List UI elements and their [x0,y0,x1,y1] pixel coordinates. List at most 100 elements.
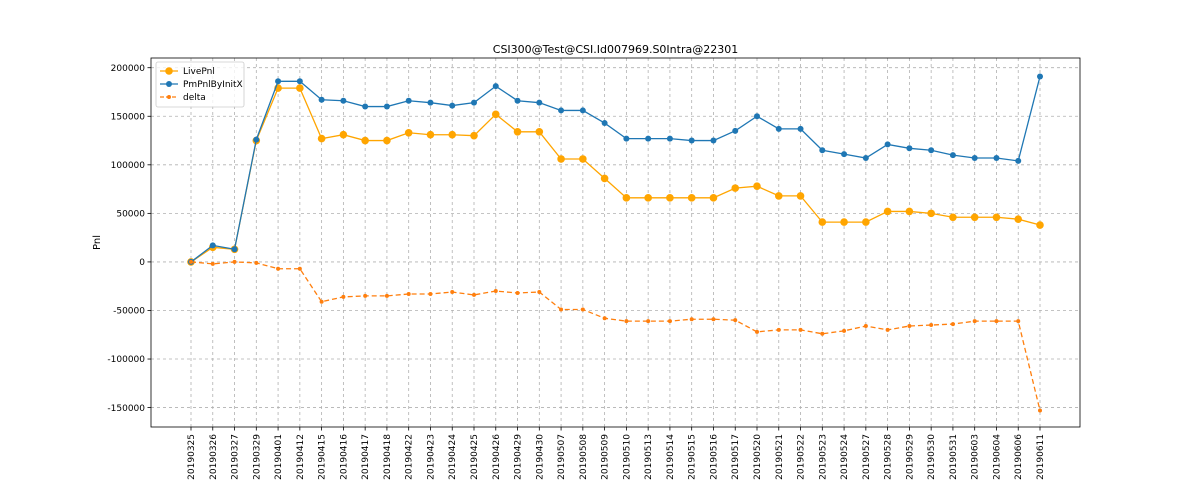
x-tick-label: 20190424 [448,434,458,480]
data-point-PmPnlByInitX [841,151,848,158]
data-point-LivePnl [491,110,500,119]
legend-marker [165,67,173,75]
data-point-delta [210,261,215,266]
data-point-PmPnlByInitX [884,141,891,148]
data-point-LivePnl [622,194,631,202]
data-point-delta [798,327,803,332]
x-tick-label: 20190529 [905,434,915,480]
data-point-LivePnl [317,134,326,143]
legend: LivePnl PmPnlByInitX delta [155,61,245,108]
data-point-LivePnl [513,128,522,136]
data-point-delta [406,291,411,296]
legend-marker [167,95,171,99]
data-point-delta [537,290,542,295]
data-point-LivePnl [796,192,805,200]
x-tick-label: 20190326 [209,434,219,480]
grid [151,58,1080,427]
data-point-PmPnlByInitX [579,107,586,114]
x-tick-label: 20190426 [492,434,502,480]
data-point-delta [820,331,825,336]
x-tick-label: 20190401 [274,434,284,480]
legend-marker [166,81,172,87]
data-point-LivePnl [1036,221,1044,229]
x-tick-label: 20190528 [884,434,894,480]
chart-title: CSI300@Test@CSI.Id007969.S0Intra@22301 [493,43,738,56]
data-point-PmPnlByInitX [949,152,956,159]
data-point-PmPnlByInitX [601,120,608,127]
data-point-PmPnlByInitX [492,83,499,90]
data-point-LivePnl [731,184,740,192]
data-point-PmPnlByInitX [862,155,869,162]
x-tick-label: 20190425 [470,434,480,480]
x-tick-label: 20190509 [601,434,611,480]
x-tick-label: 20190507 [557,434,567,480]
series-layer [187,73,1044,413]
data-point-PmPnlByInitX [209,242,216,249]
data-point-delta [276,266,281,271]
data-point-delta [711,317,716,322]
data-point-delta [602,316,607,321]
data-point-PmPnlByInitX [754,113,760,120]
data-point-delta [341,294,346,299]
x-tick-label: 20190520 [753,434,763,480]
data-point-PmPnlByInitX [688,137,695,144]
data-point-delta [232,259,237,264]
x-tick-label: 20190524 [840,434,850,480]
legend-label: PmPnlByInitX [183,80,243,90]
x-tick-label: 20190415 [318,434,328,480]
data-point-PmPnlByInitX [993,155,1000,162]
data-point-LivePnl [448,130,457,139]
data-point-delta [907,324,912,329]
x-tick-label: 20190530 [927,434,937,480]
data-point-LivePnl [774,192,783,200]
legend-items: LivePnl PmPnlByInitX delta [160,67,243,103]
data-point-PmPnlByInitX [666,135,673,142]
data-point-LivePnl [296,84,304,92]
data-point-LivePnl [1014,215,1023,223]
data-point-delta [1038,408,1042,413]
data-point-PmPnlByInitX [231,246,238,253]
x-tick-label: 20190516 [709,434,719,480]
x-tick-label: 20190412 [296,434,306,480]
plot-frame [150,57,1081,428]
data-point-PmPnlByInitX [318,96,325,103]
data-point-delta [384,293,389,298]
data-point-LivePnl [905,207,914,216]
data-point-LivePnl [927,209,935,218]
data-point-delta [515,290,520,295]
data-point-LivePnl [840,218,848,226]
data-point-LivePnl [753,182,761,190]
y-tick-label: -150000 [107,404,145,414]
data-point-PmPnlByInitX [383,103,390,110]
y-axis-ticks: -150000 -100000 -50000 0 50000 100000 150000 20… [107,64,151,414]
y-axis-label: Pnl [92,235,103,250]
data-point-PmPnlByInitX [928,147,935,154]
y-tick-label: -50000 [113,307,145,317]
x-tick-label: 20190327 [231,434,241,480]
data-point-delta [319,299,324,304]
y-tick-label: 50000 [116,210,145,220]
data-point-LivePnl [862,218,870,226]
data-point-PmPnlByInitX [1015,157,1022,164]
x-tick-label: 20190423 [426,434,436,480]
data-point-PmPnlByInitX [819,147,826,154]
data-point-delta [842,328,847,333]
x-tick-label: 20190513 [644,434,654,480]
data-point-delta [428,291,433,296]
data-point-delta [450,290,455,295]
data-point-delta [972,319,977,324]
x-axis-ticks: 20190325 20190326 20190327 20190329 20190401… [187,427,1046,480]
data-point-PmPnlByInitX [710,137,717,144]
data-point-PmPnlByInitX [514,97,521,104]
series-line-LivePnl [190,87,1041,263]
data-point-LivePnl [666,194,674,202]
data-point-LivePnl [709,194,718,202]
data-point-PmPnlByInitX [340,97,347,104]
legend-item-LivePnl: LivePnl [160,67,215,77]
data-point-PmPnlByInitX [906,145,913,152]
data-point-delta [363,293,368,298]
x-tick-label: 20190603 [971,434,981,480]
data-point-LivePnl [992,213,1001,222]
data-point-delta [689,317,694,322]
